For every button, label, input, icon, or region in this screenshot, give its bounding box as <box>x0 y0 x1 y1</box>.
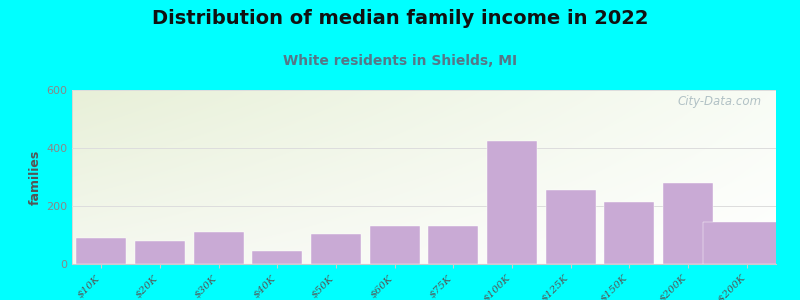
Bar <box>546 190 595 264</box>
Y-axis label: families: families <box>29 149 42 205</box>
Bar <box>487 141 537 264</box>
Bar <box>135 241 185 264</box>
Bar <box>429 226 478 264</box>
Bar <box>663 183 713 264</box>
Bar <box>77 238 126 264</box>
Text: Distribution of median family income in 2022: Distribution of median family income in … <box>152 9 648 28</box>
Bar <box>702 222 790 264</box>
Text: City-Data.com: City-Data.com <box>678 95 762 108</box>
Bar <box>194 232 243 264</box>
Bar <box>370 226 419 264</box>
Text: White residents in Shields, MI: White residents in Shields, MI <box>283 54 517 68</box>
Bar <box>311 233 361 264</box>
Bar <box>253 251 302 264</box>
Bar <box>605 202 654 264</box>
